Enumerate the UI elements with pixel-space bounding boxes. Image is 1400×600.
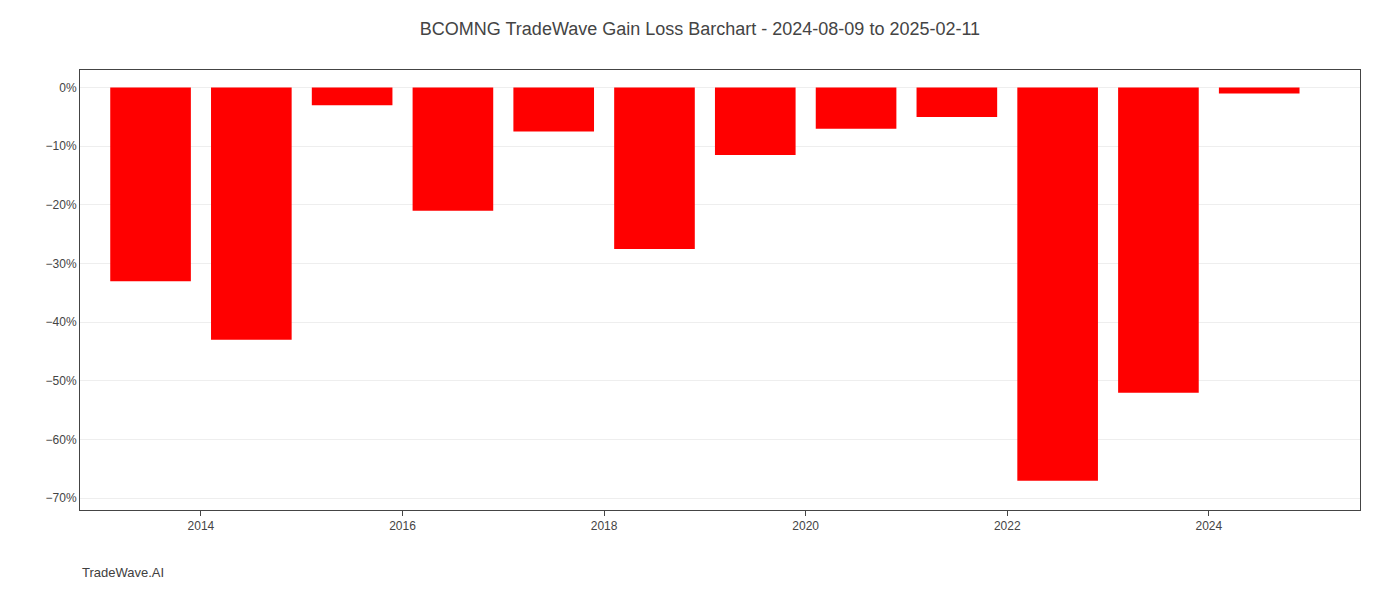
svg-text:−50%: −50% (46, 374, 77, 388)
svg-text:−70%: −70% (46, 491, 77, 505)
svg-text:−40%: −40% (46, 315, 77, 329)
svg-text:2024: 2024 (1195, 519, 1222, 533)
svg-text:BCOMNG TradeWave Gain Loss Bar: BCOMNG TradeWave Gain Loss Barchart - 20… (420, 19, 980, 39)
svg-text:−30%: −30% (46, 257, 77, 271)
svg-text:2014: 2014 (188, 519, 215, 533)
svg-text:2022: 2022 (994, 519, 1021, 533)
svg-text:−60%: −60% (46, 433, 77, 447)
svg-text:2016: 2016 (389, 519, 416, 533)
svg-text:0%: 0% (59, 81, 77, 95)
svg-text:2018: 2018 (591, 519, 618, 533)
svg-text:2020: 2020 (792, 519, 819, 533)
svg-text:−20%: −20% (46, 198, 77, 212)
svg-text:−10%: −10% (46, 139, 77, 153)
svg-text:TradeWave.AI: TradeWave.AI (82, 565, 164, 580)
